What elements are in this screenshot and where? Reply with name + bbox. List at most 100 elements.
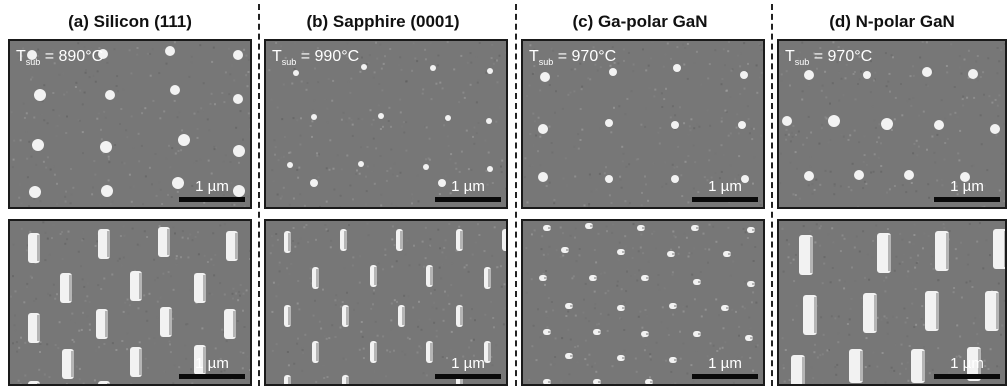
scale-bar bbox=[435, 374, 501, 379]
nanostructure-dot bbox=[828, 115, 840, 127]
nanostructure-dot bbox=[609, 68, 617, 76]
nanowire-pillar bbox=[617, 249, 625, 255]
scale-label: 1 µm bbox=[950, 178, 984, 195]
scale-label: 1 µm bbox=[708, 355, 742, 372]
nanowire-pillar bbox=[98, 381, 110, 384]
nanowire-pillar bbox=[502, 229, 506, 251]
nanostructure-dot bbox=[233, 94, 243, 104]
nanostructure-dot bbox=[178, 134, 190, 146]
column-title: (b) Sapphire (0001) bbox=[306, 12, 460, 31]
nanostructure-dot bbox=[922, 67, 932, 77]
nanowire-pillar bbox=[693, 331, 701, 337]
nanostructure-dot bbox=[98, 49, 108, 59]
nanostructure-dot bbox=[170, 85, 180, 95]
column-title: (d) N-polar GaN bbox=[829, 12, 955, 31]
nanowire-pillar bbox=[799, 235, 813, 275]
nanostructure-dot bbox=[741, 175, 749, 183]
nanostructure-dot bbox=[487, 166, 493, 172]
nanowire-pillar bbox=[561, 247, 569, 253]
nanostructure-dot bbox=[233, 185, 245, 197]
nanowire-pillar bbox=[669, 303, 677, 309]
scale-bar bbox=[934, 197, 1000, 202]
nanostructure-dot bbox=[310, 179, 318, 187]
scale-bar bbox=[179, 197, 245, 202]
nanostructure-dot bbox=[293, 70, 299, 76]
nanostructure-dot bbox=[438, 179, 446, 187]
nanostructure-dot bbox=[904, 170, 914, 180]
scale-label: 1 µm bbox=[950, 355, 984, 372]
nanowire-pillar bbox=[747, 281, 755, 287]
nanostructure-dot bbox=[782, 116, 792, 126]
nanowire-pillar bbox=[617, 305, 625, 311]
sem-image bbox=[523, 221, 763, 384]
nanostructure-dot bbox=[960, 172, 970, 182]
scale-bar-group: 1 µm bbox=[934, 179, 1000, 202]
nanowire-pillar bbox=[589, 275, 597, 281]
scale-label: 1 µm bbox=[451, 178, 485, 195]
nanowire-pillar bbox=[641, 331, 649, 337]
nanostructure-dot bbox=[34, 89, 46, 101]
nanostructure-dot bbox=[990, 124, 1000, 134]
sem-top-view-panel: Tsub = 970°C 1 µm bbox=[777, 39, 1007, 209]
nanowire-pillar bbox=[543, 329, 551, 335]
column-divider bbox=[258, 4, 260, 386]
sem-image bbox=[266, 41, 506, 207]
nanostructure-dot bbox=[101, 185, 113, 197]
nanostructure-dot bbox=[287, 162, 293, 168]
nanowire-pillar bbox=[911, 349, 925, 383]
scale-bar-group: 1 µm bbox=[179, 356, 245, 379]
scale-bar-group: 1 µm bbox=[692, 356, 758, 379]
nanowire-pillar bbox=[669, 357, 677, 363]
nanostructure-dot bbox=[233, 145, 245, 157]
nanowire-pillar bbox=[539, 275, 547, 281]
column-divider bbox=[515, 4, 517, 386]
nanostructure-dot bbox=[605, 175, 613, 183]
nanostructure-dot bbox=[165, 46, 175, 56]
nanostructure-dot bbox=[934, 120, 944, 130]
nanostructure-dot bbox=[673, 64, 681, 72]
nanostructure-dot bbox=[863, 71, 871, 79]
nanostructure-dot bbox=[233, 50, 243, 60]
nanostructure-dot bbox=[100, 141, 112, 153]
nanowire-pillar bbox=[617, 355, 625, 361]
column-divider bbox=[771, 4, 773, 386]
sem-image bbox=[779, 221, 1005, 384]
nanostructure-dot bbox=[378, 113, 384, 119]
nanostructure-dot bbox=[540, 72, 550, 82]
nanowire-pillar bbox=[593, 329, 601, 335]
sem-image bbox=[10, 221, 250, 384]
substrate-temperature-label: Tsub = 890°C bbox=[16, 48, 104, 67]
scale-bar-group: 1 µm bbox=[692, 179, 758, 202]
scale-bar-group: 1 µm bbox=[179, 179, 245, 202]
nanowire-pillar bbox=[863, 293, 877, 333]
nanowire-pillar bbox=[565, 303, 573, 309]
nanowire-pillar bbox=[667, 251, 675, 257]
nanostructure-dot bbox=[881, 118, 893, 130]
nanostructure-dot bbox=[29, 186, 41, 198]
scale-label: 1 µm bbox=[451, 355, 485, 372]
sem-top-view-panel: Tsub = 990°C 1 µm bbox=[264, 39, 508, 209]
nanostructure-dot bbox=[311, 114, 317, 120]
substrate-temperature-label: Tsub = 990°C bbox=[272, 48, 360, 67]
nanowire-pillar bbox=[721, 305, 729, 311]
scale-bar bbox=[435, 197, 501, 202]
nanowire-pillar bbox=[803, 295, 817, 335]
scale-label: 1 µm bbox=[195, 355, 229, 372]
nanowire-pillar bbox=[637, 225, 645, 231]
sem-top-view-panel: Tsub = 890°C 1 µm bbox=[8, 39, 252, 209]
nanostructure-dot bbox=[605, 119, 613, 127]
nanostructure-dot bbox=[740, 71, 748, 79]
sem-top-view-panel: Tsub = 970°C 1 µm bbox=[521, 39, 765, 209]
sem-image bbox=[523, 41, 763, 207]
nanowire-pillar bbox=[985, 291, 999, 331]
nanostructure-dot bbox=[423, 164, 429, 170]
nanostructure-dot bbox=[538, 172, 548, 182]
sem-image bbox=[10, 41, 250, 207]
nanostructure-dot bbox=[32, 139, 44, 151]
scale-bar-group: 1 µm bbox=[435, 179, 501, 202]
sem-image bbox=[779, 41, 1005, 207]
scale-bar bbox=[934, 374, 1000, 379]
substrate-temperature-label: Tsub = 970°C bbox=[785, 48, 873, 67]
nanostructure-dot bbox=[445, 115, 451, 121]
nanowire-pillar bbox=[877, 233, 891, 273]
